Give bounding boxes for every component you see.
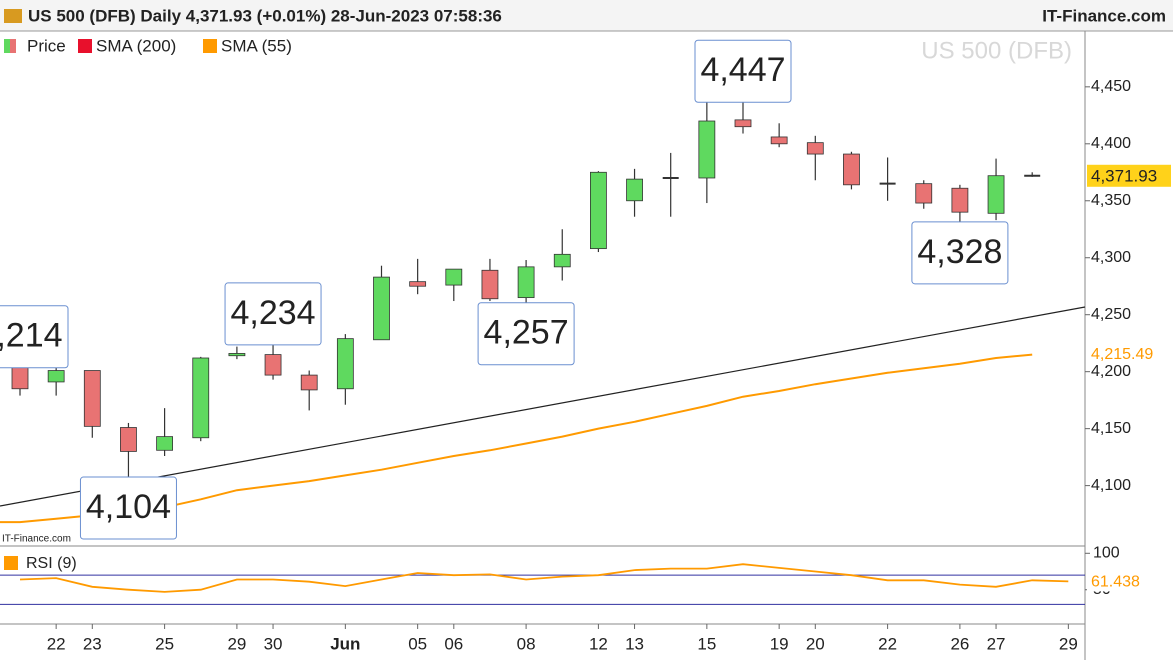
- legend-label: SMA (200): [96, 36, 176, 55]
- legend-swatch: [4, 39, 10, 53]
- candle-body: [300, 374, 318, 391]
- candle-body: [336, 338, 354, 390]
- y-tick-label: 4,300: [1091, 249, 1131, 266]
- annotation-label: 4,257: [484, 314, 569, 352]
- candle-body: [698, 120, 716, 179]
- annotation-box: [477, 302, 575, 366]
- candle-body: [987, 175, 1005, 214]
- rsi-label-box: [1087, 571, 1171, 592]
- source: IT-Finance.com: [2, 534, 71, 545]
- header-bar: [0, 0, 1173, 31]
- candle-body: [120, 427, 137, 452]
- x-tick-label: Jun: [330, 634, 360, 653]
- candle-body: [373, 276, 390, 341]
- y-tick-label: 4,250: [1091, 306, 1131, 323]
- candle-body: [83, 370, 101, 427]
- watermark: US 500 (DFB): [921, 37, 1072, 64]
- rsi-tick-label: 100: [1093, 545, 1120, 562]
- x-tick-label: 19: [770, 634, 789, 653]
- x-tick-label: 26: [950, 634, 969, 653]
- legend-label: SMA (55): [221, 36, 292, 55]
- y-tick-label: 4,100: [1091, 477, 1131, 494]
- x-tick-label: 08: [517, 634, 536, 653]
- candle-body: [264, 354, 282, 376]
- x-tick-label: 22: [47, 634, 66, 653]
- legend-label: Price: [27, 36, 66, 55]
- annotation-label: 4,104: [86, 488, 171, 526]
- x-tick-label: 30: [264, 634, 283, 653]
- x-tick-label: 15: [697, 634, 716, 653]
- legend: Price SMA (200) SMA (55): [4, 36, 292, 55]
- annotation-box: [0, 305, 69, 369]
- candle-body: [734, 119, 752, 128]
- y-tick-label: 4,400: [1091, 135, 1131, 152]
- x-tick-label: 29: [227, 634, 246, 653]
- legend-swatch: [203, 39, 217, 53]
- y-tick-label: 4,200: [1091, 363, 1131, 380]
- annotation-label: 4,234: [231, 294, 316, 332]
- candle-body: [481, 269, 499, 300]
- annotation-label: 4,447: [700, 51, 785, 89]
- candle-body: [626, 178, 643, 202]
- trend-line: [0, 306, 1086, 507]
- price-label-box: [1087, 164, 1171, 187]
- legend-swatch: [10, 39, 16, 53]
- candle-body: [806, 142, 824, 155]
- x-tick-label: 27: [987, 634, 1006, 653]
- candle-body: [228, 353, 246, 357]
- candle-body: [590, 171, 607, 250]
- candle-body: [553, 253, 571, 268]
- candle-body: [951, 187, 969, 213]
- y-tick-label: 4,450: [1091, 78, 1131, 95]
- x-tick-label: 13: [625, 634, 644, 653]
- price-label: 4,371.93: [1091, 166, 1157, 185]
- x-tick-label: 12: [589, 634, 608, 653]
- x-tick-label: 20: [806, 634, 825, 653]
- candle-body: [409, 281, 427, 287]
- candle-body: [156, 436, 174, 451]
- x-tick-label: 22: [878, 634, 897, 653]
- annotation-label: 4,328: [917, 233, 1002, 271]
- candle-body: [770, 136, 788, 145]
- x-tick-label: 23: [83, 634, 102, 653]
- sma-label-box: [1087, 344, 1171, 365]
- rsi-line: [19, 563, 1069, 593]
- legend-swatch: [4, 556, 18, 570]
- x-tick-label: 29: [1059, 634, 1078, 653]
- brand: IT-Finance.com: [1042, 6, 1166, 25]
- sma-label: 4,215.49: [1091, 346, 1153, 363]
- rsi-label: 61.438: [1091, 574, 1140, 591]
- candle-body: [517, 266, 535, 299]
- annotation-box: [224, 282, 322, 346]
- annotation-box: [911, 221, 1009, 285]
- rsi-legend: RSI (9): [26, 555, 77, 572]
- candle-body: [192, 357, 210, 439]
- y-tick-label: 4,350: [1091, 192, 1131, 209]
- chart-title: US 500 (DFB) Daily 4,371.93 (+0.01%) 28-…: [28, 6, 502, 25]
- candle-body: [915, 183, 933, 204]
- candle-body: [47, 370, 65, 383]
- annotation-label: 4,214: [0, 317, 63, 355]
- candle-body: [445, 268, 463, 286]
- legend-swatch: [78, 39, 92, 53]
- y-tick-label: 4,150: [1091, 420, 1131, 437]
- x-tick-label: 06: [444, 634, 463, 653]
- x-tick-label: 25: [155, 634, 174, 653]
- annotation-box: [79, 476, 177, 540]
- annotation-box: [694, 39, 792, 103]
- candle-body: [843, 153, 860, 186]
- demo-icon: [4, 9, 22, 23]
- x-tick-label: 05: [408, 634, 427, 653]
